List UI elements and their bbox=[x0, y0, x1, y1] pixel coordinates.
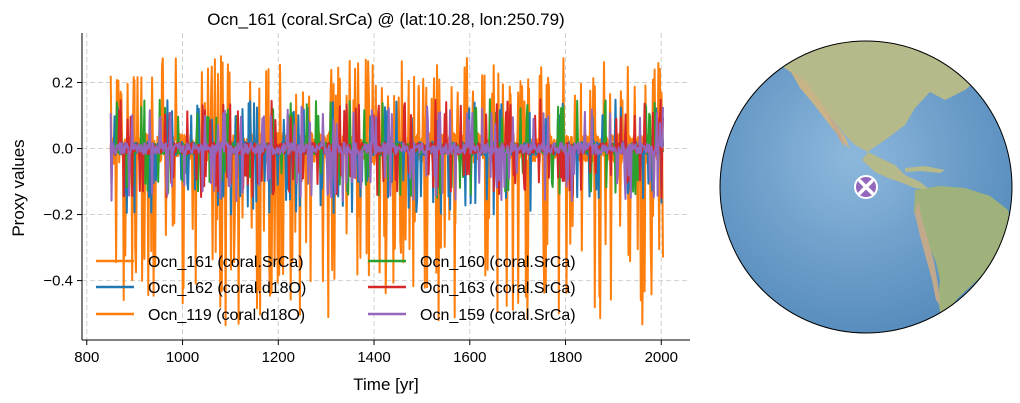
caribbean-islands bbox=[905, 166, 945, 173]
x-tick-label: 1200 bbox=[262, 349, 295, 366]
x-tick-label: 1000 bbox=[166, 349, 199, 366]
legend-label: Ocn_161 (coral.SrCa) bbox=[148, 254, 304, 271]
legend-item: Ocn_119 (coral.d18O) bbox=[96, 307, 305, 324]
legend: Ocn_161 (coral.SrCa) Ocn_162 (coral.d18O)… bbox=[96, 254, 576, 324]
south-america-landmass bbox=[914, 186, 1012, 312]
chart-title: Ocn_161 (coral.SrCa) @ (lat:10.28, lon:2… bbox=[207, 10, 564, 29]
site-location-globe bbox=[719, 40, 1013, 334]
x-tick-label: 800 bbox=[74, 349, 99, 366]
legend-item: Ocn_163 (coral.SrCa) bbox=[368, 280, 576, 297]
legend-item: Ocn_161 (coral.SrCa) bbox=[96, 254, 304, 271]
legend-label: Ocn_162 (coral.d18O) bbox=[148, 280, 306, 297]
greenland-landmass bbox=[975, 45, 1010, 66]
legend-label: Ocn_159 (coral.SrCa) bbox=[420, 307, 576, 324]
legend-item: Ocn_160 (coral.SrCa) bbox=[368, 254, 576, 271]
y-tick-label: 0.2 bbox=[52, 75, 73, 92]
andes bbox=[915, 200, 940, 305]
y-ticks: −0.4 −0.2 0.0 0.2 bbox=[43, 75, 82, 290]
series-layer bbox=[109, 55, 664, 327]
legend-item: Ocn_159 (coral.SrCa) bbox=[368, 307, 576, 324]
globe-outline bbox=[719, 40, 1013, 334]
y-tick-label: −0.2 bbox=[43, 207, 73, 224]
x-ticks: 800 1000 1200 1400 1600 1800 2000 bbox=[74, 340, 678, 366]
legend-label: Ocn_163 (coral.SrCa) bbox=[420, 280, 576, 297]
y-tick-label: 0.0 bbox=[52, 141, 73, 158]
north-america-landmass bbox=[760, 41, 990, 190]
series-line bbox=[109, 105, 664, 203]
legend-label: Ocn_119 (coral.d18O) bbox=[148, 307, 305, 324]
legend-label: Ocn_160 (coral.SrCa) bbox=[420, 254, 576, 271]
x-tick-label: 1400 bbox=[357, 349, 390, 366]
x-axis-label: Time [yr] bbox=[353, 375, 418, 394]
x-tick-label: 1600 bbox=[453, 349, 486, 366]
y-tick-label: −0.4 bbox=[43, 273, 73, 290]
y-axis-label: Proxy values bbox=[9, 139, 28, 236]
x-tick-label: 2000 bbox=[645, 349, 678, 366]
legend-item: Ocn_162 (coral.d18O) bbox=[96, 280, 306, 297]
baja-california bbox=[826, 112, 845, 148]
site-marker bbox=[854, 175, 878, 199]
x-tick-label: 1800 bbox=[549, 349, 582, 366]
plot-area: 800 1000 1200 1400 1600 1800 2000 −0.4 −0.2 0.0 0… bbox=[43, 33, 690, 366]
